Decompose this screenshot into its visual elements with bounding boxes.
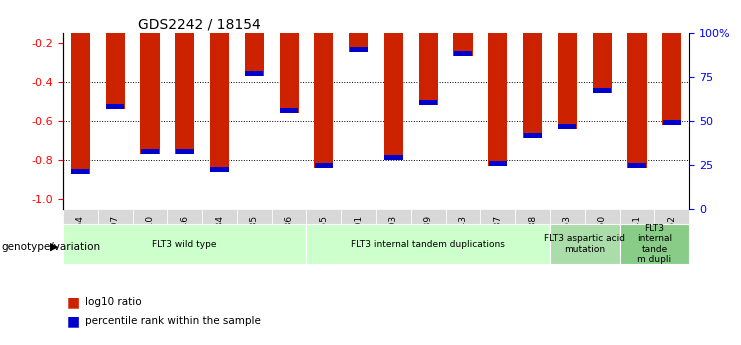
Bar — [245, 33, 264, 76]
Bar — [106, 104, 124, 109]
Text: FLT3 internal tandem duplications: FLT3 internal tandem duplications — [351, 239, 505, 249]
Bar — [628, 33, 646, 168]
Bar — [662, 120, 681, 125]
Bar — [489, 161, 507, 166]
Bar — [176, 149, 194, 154]
Bar — [454, 51, 472, 56]
Bar — [411, 209, 445, 258]
Bar — [237, 209, 272, 258]
Bar — [384, 33, 403, 160]
Text: log10 ratio: log10 ratio — [85, 297, 142, 307]
Bar — [133, 209, 167, 258]
Bar — [245, 71, 263, 76]
Bar — [98, 209, 133, 258]
Bar — [307, 224, 550, 264]
Bar — [550, 209, 585, 258]
Text: ▶: ▶ — [50, 242, 59, 252]
Bar — [314, 33, 333, 168]
Bar — [558, 124, 576, 129]
Bar — [342, 209, 376, 258]
Text: FLT3 wild type: FLT3 wild type — [153, 239, 217, 249]
Text: ■: ■ — [67, 314, 80, 328]
Bar — [619, 224, 689, 264]
Bar — [106, 33, 124, 109]
Bar — [515, 209, 550, 258]
Bar — [210, 33, 229, 171]
Bar — [349, 33, 368, 52]
Bar — [175, 33, 194, 154]
Bar — [445, 209, 480, 258]
Bar — [279, 33, 299, 113]
Bar — [585, 209, 619, 258]
Bar — [419, 100, 437, 105]
Bar — [619, 209, 654, 258]
Bar — [63, 224, 307, 264]
Bar — [307, 209, 342, 258]
Bar — [662, 33, 681, 125]
Bar — [71, 169, 90, 174]
Bar — [593, 33, 612, 93]
Bar — [376, 209, 411, 258]
Text: genotype/variation: genotype/variation — [1, 242, 101, 252]
Bar — [480, 209, 515, 258]
Bar — [272, 209, 307, 258]
Bar — [628, 163, 646, 168]
Bar — [488, 33, 508, 166]
Text: FLT3
internal
tande
m dupli: FLT3 internal tande m dupli — [637, 224, 672, 264]
Text: percentile rank within the sample: percentile rank within the sample — [85, 316, 261, 326]
Text: GDS2242 / 18154: GDS2242 / 18154 — [138, 18, 261, 32]
Bar — [71, 33, 90, 174]
Bar — [63, 209, 98, 258]
Bar — [280, 108, 298, 113]
Bar — [140, 33, 159, 154]
Bar — [523, 134, 542, 138]
Bar — [350, 47, 368, 52]
Bar — [202, 209, 237, 258]
Bar — [210, 167, 229, 171]
Bar — [654, 209, 689, 258]
Text: ■: ■ — [67, 295, 80, 309]
Bar — [593, 88, 611, 93]
Bar — [550, 224, 619, 264]
Bar — [523, 33, 542, 138]
Bar — [419, 33, 438, 105]
Bar — [167, 209, 202, 258]
Bar — [385, 155, 402, 160]
Text: FLT3 aspartic acid
mutation: FLT3 aspartic acid mutation — [545, 234, 625, 254]
Bar — [315, 163, 333, 168]
Bar — [453, 33, 473, 56]
Bar — [141, 149, 159, 154]
Bar — [558, 33, 577, 129]
